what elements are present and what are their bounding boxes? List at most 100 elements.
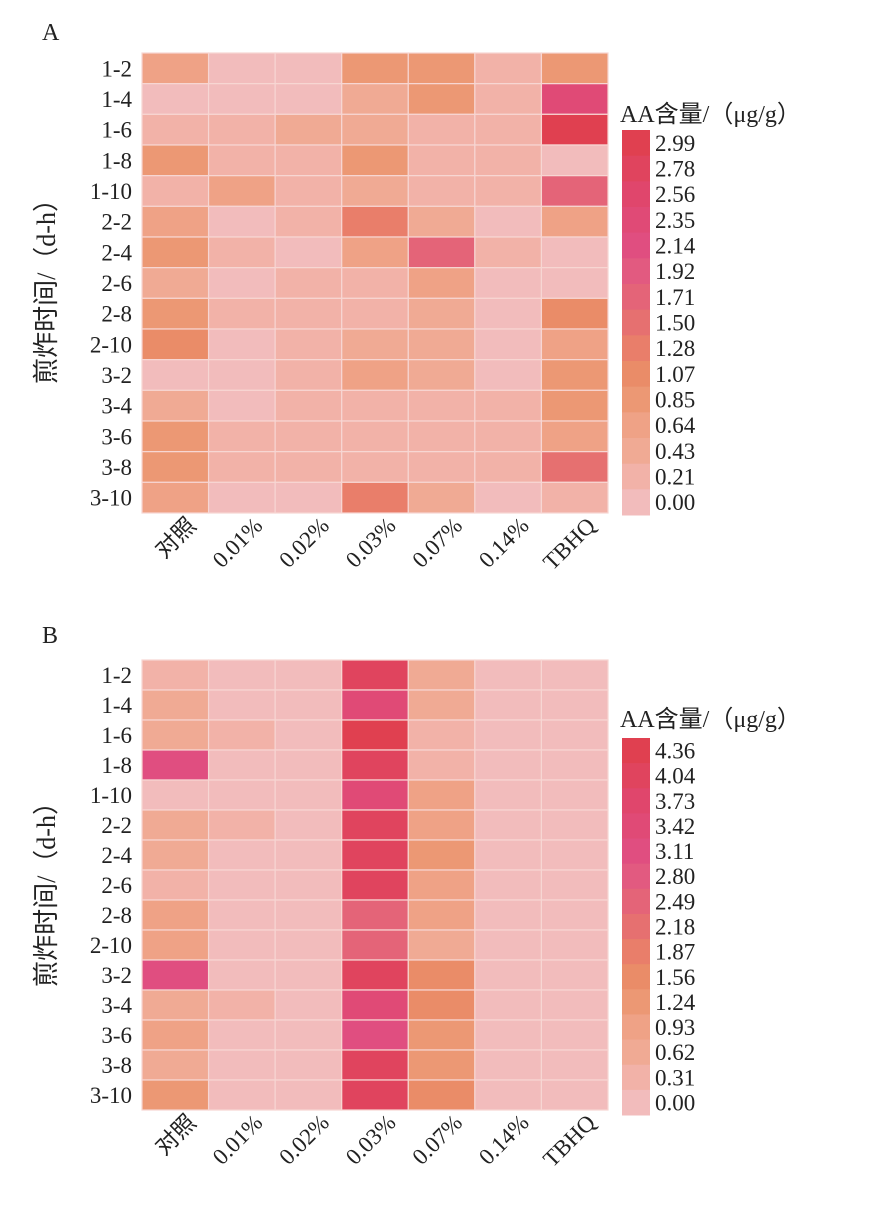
heatmap-cell [274,749,343,781]
heatmap-cell [540,869,609,901]
heatmap-cell [540,420,609,453]
heatmap-cell [407,869,476,901]
heatmap-cell [274,267,343,299]
heatmap-cell [540,959,609,991]
y-tick-label: 1-6 [101,723,132,748]
x-tick-label: 0.03% [341,513,401,573]
colorbar-swatch [622,838,650,865]
heatmap-cell [540,52,609,85]
heatmap-cell [274,989,343,1021]
heatmap-cell [274,659,343,691]
heatmap-cell [540,389,609,422]
heatmap-cell [274,899,343,931]
y-tick-label: 3-2 [101,963,132,988]
heatmap-cell [474,205,543,238]
colorbar-tick-label: 2.78 [655,157,695,182]
y-tick-label: 3-8 [101,455,132,480]
heatmap-cell [341,236,409,269]
heatmap-cell [141,267,210,299]
heatmap-cell [407,719,476,751]
heatmap-cell [474,809,543,841]
heatmap-cell [341,1049,409,1081]
heatmap-cell [141,175,210,207]
colorbar-tick-label: 3.73 [655,789,695,814]
heatmap-cell [540,328,609,361]
heatmap-cell [474,52,543,85]
colorbar-swatch [622,181,650,208]
heatmap-cell [141,1019,210,1051]
heatmap-cell [474,420,543,453]
colorbar-tick-label: 0.21 [655,465,695,490]
y-tick-label: 2-10 [90,332,132,357]
colorbar-swatch [622,386,650,413]
y-tick-label: 1-8 [101,753,132,778]
colorbar-swatch [622,813,650,840]
heatmap-cell [141,83,210,115]
heatmap-cell [540,205,609,238]
heatmap-cell [207,389,276,422]
heatmap-cell [207,929,276,961]
heatmap-cell [474,869,543,901]
heatmap-cell [141,236,210,269]
y-tick-label: 3-4 [101,394,132,419]
heatmap-cell [141,205,210,238]
heatmap-cell [207,809,276,841]
heatmap-cell [474,1079,543,1111]
heatmap-cell [141,659,210,691]
heatmap-cell [540,175,609,207]
heatmap-cell [540,297,609,330]
heatmap-cell [274,113,343,146]
heatmap-cell [207,113,276,146]
heatmap-cell [207,83,276,115]
heatmap-cell [474,839,543,871]
panel-label: B [42,623,58,649]
heatmap-cell [407,175,476,207]
heatmap-cell [341,659,409,691]
colorbar-tick-label: 0.00 [655,490,695,515]
heatmap-cell [207,359,276,391]
colorbar-tick-label: 4.36 [655,739,695,764]
colorbar-swatch [622,489,650,516]
colorbar-tick-label: 1.87 [655,940,695,965]
heatmap-cell [341,779,409,811]
heatmap-cell [207,779,276,811]
y-tick-label: 2-10 [90,933,132,958]
colorbar-tick-label: 1.56 [655,965,695,990]
heatmap-cell [207,205,276,238]
colorbar-tick-label: 1.92 [655,259,695,284]
colorbar-tick-label: 0.62 [655,1040,695,1065]
y-tick-label: 3-6 [101,424,132,449]
heatmap-cell [141,481,210,514]
heatmap-cell [141,1049,210,1081]
heatmap-cell [274,719,343,751]
heatmap-cell [274,689,343,721]
heatmap-cell [141,328,210,361]
heatmap-panel-a: A 1-2 1-4 1-6 1-8 1-10 2-2 2-4 2-6 2-8 2-10 3-2 3-4 3… [32,20,801,575]
heatmap-cell [540,481,609,514]
heatmap-cell [540,779,609,811]
y-tick-label: 3-2 [101,363,132,388]
heatmap-cell [540,359,609,391]
heatmap-cell [141,959,210,991]
heatmap-cell [274,297,343,330]
heatmap-cell [207,175,276,207]
heatmap-cell [141,144,210,177]
heatmap-cell [474,297,543,330]
colorbar-title: AA含量/（μg/g） [620,706,801,733]
heatmap-cell [274,809,343,841]
heatmap-cell [341,839,409,871]
heatmap-cell [540,659,609,691]
heatmap-cell [540,83,609,115]
heatmap-cell [407,481,476,514]
heatmap-cell [540,719,609,751]
y-tick-label: 3-4 [101,993,132,1018]
heatmap-cell [341,420,409,453]
colorbar-swatch [622,412,650,439]
x-tick-label: 0.07% [407,513,467,573]
heatmap-cell [141,989,210,1021]
heatmap-cell [341,929,409,961]
heatmap-cell [141,899,210,931]
y-tick-label: 1-10 [90,783,132,808]
colorbar-swatch [622,335,650,362]
heatmap-cell [540,809,609,841]
